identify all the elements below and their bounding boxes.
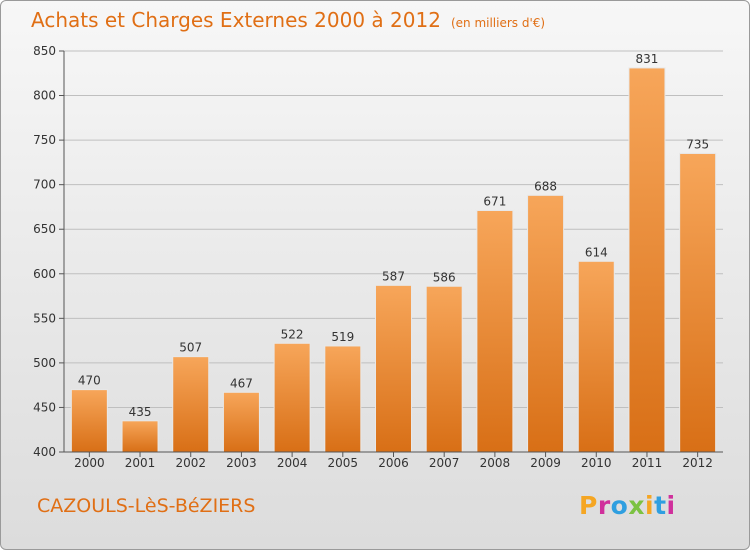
bars: 470 435 507 467 522 519 587 586 671 688 614 831 735: [70, 52, 717, 453]
y-tick-label: 700: [33, 178, 56, 192]
bar: [577, 260, 615, 453]
data-label: 470: [78, 374, 101, 388]
x-tick-label: 2004: [277, 456, 308, 470]
data-label: 435: [129, 405, 152, 419]
y-tick-label: 600: [33, 267, 56, 281]
logo-letter: o: [610, 491, 629, 520]
x-tick-label: 2006: [378, 456, 409, 470]
logo-letter: i: [666, 491, 676, 520]
data-label: 688: [534, 179, 557, 193]
bar: [679, 152, 717, 453]
x-tick-label: 2007: [429, 456, 460, 470]
bar: [425, 285, 463, 453]
bar: [628, 67, 666, 453]
bar: [324, 345, 362, 453]
x-tick-label: 2012: [682, 456, 713, 470]
y-tick-label: 850: [33, 44, 56, 58]
data-label: 831: [636, 52, 659, 66]
y-axis: 400 450 500 550 600 650 700 750 800 850: [33, 44, 65, 459]
proxiti-logo: Proxiti: [579, 491, 676, 520]
data-label: 587: [382, 269, 405, 283]
data-label: 507: [179, 341, 202, 355]
y-tick-label: 650: [33, 222, 56, 236]
y-tick-label: 500: [33, 356, 56, 370]
bar: [476, 210, 514, 453]
data-label: 519: [331, 330, 354, 344]
bar: [172, 356, 210, 453]
bar: [375, 284, 412, 453]
place-name: CAZOULS-LèS-BéZIERS: [37, 495, 256, 517]
logo-letter: r: [597, 491, 611, 520]
bar: [222, 391, 260, 453]
x-tick-label: 2000: [74, 456, 105, 470]
bar: [70, 389, 108, 453]
data-label: 586: [433, 270, 456, 284]
y-tick-label: 400: [33, 445, 56, 459]
logo-letter: P: [579, 491, 598, 520]
x-tick-label: 2002: [175, 456, 206, 470]
data-label: 522: [281, 327, 304, 341]
x-tick-label: 2010: [581, 456, 612, 470]
x-tick-label: 2008: [480, 456, 511, 470]
y-tick-label: 800: [33, 89, 56, 103]
logo-letter: t: [654, 491, 667, 520]
chart-title: Achats et Charges Externes 2000 à 2012 (e…: [31, 8, 545, 32]
bar: [527, 194, 565, 453]
x-tick-label: 2001: [125, 456, 156, 470]
y-tick-label: 550: [33, 311, 56, 325]
x-tick-label: 2003: [226, 456, 257, 470]
unit-label: (en milliers d'€): [450, 16, 546, 30]
y-tick-label: 450: [33, 400, 56, 414]
data-label: 467: [230, 376, 253, 390]
title-text: Achats et Charges Externes 2000 à 2012: [31, 8, 441, 32]
y-tick-label: 750: [33, 133, 56, 147]
x-tick-label: 2005: [328, 456, 359, 470]
data-label: 735: [686, 137, 709, 151]
bar: [121, 420, 159, 453]
x-tick-label: 2009: [530, 456, 561, 470]
x-tick-label: 2011: [632, 456, 663, 470]
x-axis: 2000 2001 2002 2003 2004 2005 2006 2007 2008 2009…: [64, 451, 723, 470]
bar: [273, 342, 311, 453]
data-label: 614: [585, 245, 608, 259]
logo-letter: i: [645, 491, 655, 520]
logo-letter: x: [628, 491, 645, 520]
data-label: 671: [483, 195, 506, 209]
